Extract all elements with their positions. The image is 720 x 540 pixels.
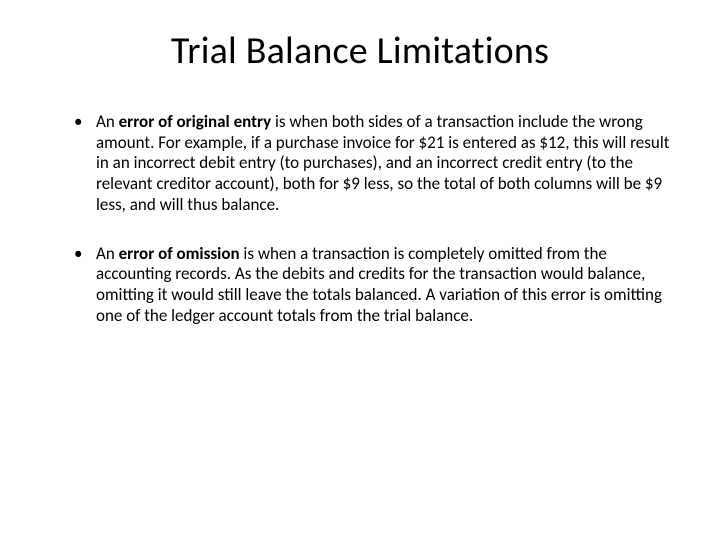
slide: Trial Balance Limitations An error of or… (0, 0, 720, 540)
bullet-lead: An (96, 243, 119, 264)
bullet-bold: error of omission (119, 243, 240, 264)
slide-title: Trial Balance Limitations (50, 28, 670, 74)
list-item: An error of original entry is when both … (74, 112, 670, 216)
bullet-lead: An (96, 111, 119, 132)
bullet-list: An error of original entry is when both … (50, 112, 670, 327)
list-item: An error of omission is when a transacti… (74, 244, 670, 327)
bullet-bold: error of original entry (119, 111, 272, 132)
